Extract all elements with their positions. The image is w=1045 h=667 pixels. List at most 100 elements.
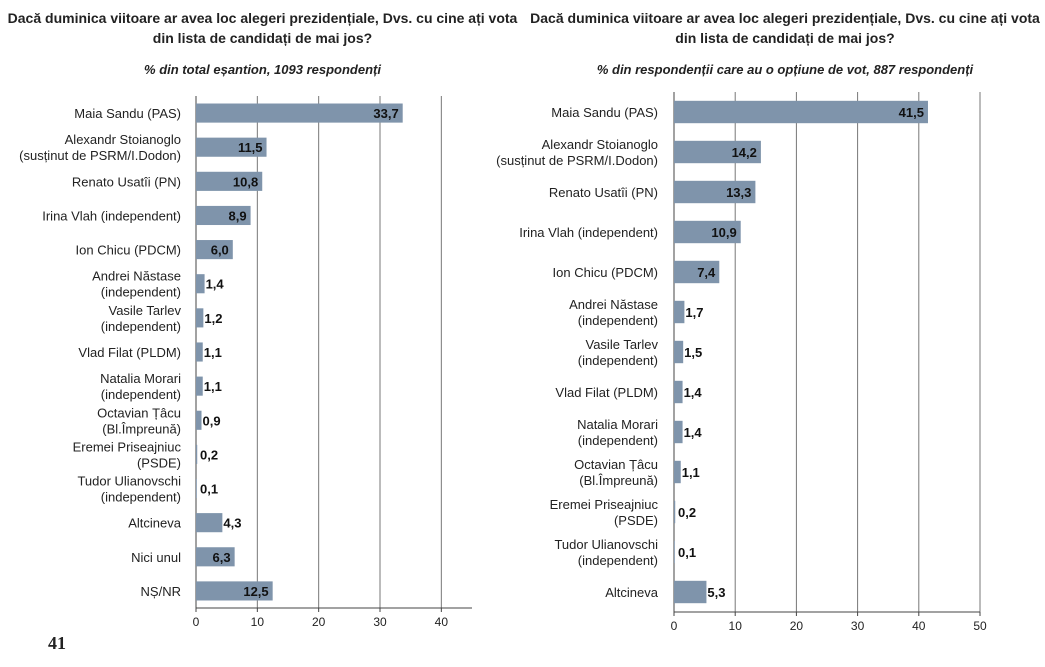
bar-chart-total-sample: 0 10 20 30 40 33,7 Maia Sandu (PAS) 11,5 Alexand…	[19, 96, 472, 629]
category-label: Eremei Priseajniuc	[73, 439, 182, 454]
bar	[674, 340, 684, 364]
category-label: NȘ/NR	[141, 584, 181, 599]
bar	[674, 500, 676, 524]
category-label: Tudor Ulianovschi	[77, 474, 181, 489]
data-label: 1,2	[204, 311, 222, 326]
data-label: 6,0	[211, 243, 229, 258]
data-label: 0,1	[678, 545, 696, 560]
chart-subtitle: % din total eșantion, 1093 respondenți	[144, 62, 381, 77]
data-label: 1,1	[204, 345, 222, 360]
bar	[674, 100, 928, 124]
chart-title-line-2: din lista de candidați de mai jos?	[675, 30, 895, 46]
category-label: Nici unul	[131, 550, 181, 565]
data-label: 5,3	[707, 585, 725, 600]
data-label: 1,1	[204, 379, 222, 394]
chart-title: Dacă duminica viitoare ar avea loc alege…	[525, 8, 1045, 48]
bar	[674, 380, 683, 404]
data-label: 10,9	[711, 225, 736, 240]
bar	[196, 513, 223, 533]
bar	[196, 342, 203, 362]
bar	[674, 540, 675, 564]
bar	[674, 460, 681, 484]
data-label: 11,5	[238, 140, 263, 155]
chart-title-line-1: Dacă duminica viitoare ar avea loc alege…	[530, 10, 1040, 26]
data-label: 7,4	[697, 265, 716, 280]
category-label: Natalia Morari	[100, 371, 181, 386]
category-label: Irina Vlah (independent)	[42, 208, 181, 223]
chart-title-line-1: Dacă duminica viitoare ar avea loc alege…	[7, 10, 518, 26]
category-label: (susținut de PSRM/I.Dodon)	[496, 153, 658, 168]
data-label: 0,1	[200, 482, 218, 497]
category-label: (independent)	[578, 553, 658, 568]
data-label: 1,5	[684, 345, 702, 360]
data-label: 13,3	[726, 185, 751, 200]
bar	[196, 103, 403, 123]
data-label: 8,9	[229, 208, 247, 223]
category-label: Maia Sandu (PAS)	[74, 106, 181, 121]
bar	[196, 308, 204, 328]
data-label: 41,5	[899, 105, 924, 120]
data-label: 1,4	[206, 277, 225, 292]
bar	[674, 180, 756, 204]
bar	[196, 547, 235, 567]
data-label: 14,2	[732, 145, 757, 160]
category-label: Alexandr Stoianoglo	[542, 137, 658, 152]
x-tick-label: 40	[912, 619, 926, 633]
category-label: (independent)	[101, 319, 181, 334]
category-label: Maia Sandu (PAS)	[551, 105, 658, 120]
bar-chart-voters-with-option: 0 10 20 30 40 50 41,5 Maia Sandu (PAS) 14,2 Alexa…	[496, 92, 987, 633]
bar	[674, 580, 707, 604]
data-label: 1,4	[684, 385, 703, 400]
category-label: Ion Chicu (PDCM)	[76, 243, 181, 258]
data-label: 1,4	[684, 425, 703, 440]
x-tick-label: 10	[729, 619, 743, 633]
category-label: (PSDE)	[614, 513, 658, 528]
category-label: Vasile Tarlev	[586, 337, 659, 352]
data-label: 1,7	[685, 305, 703, 320]
bar	[196, 274, 205, 294]
x-tick-label: 0	[671, 619, 678, 633]
category-label: Alexandr Stoianoglo	[65, 132, 181, 147]
category-label: Natalia Morari	[577, 417, 658, 432]
category-label: Ion Chicu (PDCM)	[553, 265, 658, 280]
bar	[196, 205, 251, 226]
data-label: 0,9	[203, 413, 221, 428]
category-label: (independent)	[101, 285, 181, 300]
data-label: 12,5	[243, 584, 268, 599]
chart-subtitle: % din respondenții care au o opțiune de …	[596, 62, 974, 77]
bar	[196, 581, 273, 601]
bar	[674, 140, 761, 164]
chart-panel-left: Dacă duminica viitoare ar avea loc alege…	[0, 0, 525, 640]
x-tick-label: 10	[251, 615, 265, 629]
category-label: Octavian Țâcu	[97, 405, 181, 420]
chart-title-line-2: din lista de candidați de mai jos?	[152, 30, 373, 46]
category-label: Altcineva	[605, 585, 659, 600]
data-label: 33,7	[373, 106, 398, 121]
category-label: (independent)	[578, 353, 658, 368]
bar	[674, 220, 741, 244]
category-label: (independent)	[101, 490, 181, 505]
x-tick-label: 30	[851, 619, 865, 633]
bar	[196, 478, 197, 499]
category-label: Vlad Filat (PLDM)	[555, 385, 658, 400]
category-label: Andrei Năstase	[569, 297, 658, 312]
category-label: Vasile Tarlev	[109, 303, 182, 318]
data-label: 0,2	[200, 447, 218, 462]
x-tick-label: 50	[973, 619, 987, 633]
bar	[674, 300, 685, 324]
x-tick-label: 30	[373, 615, 387, 629]
bar	[196, 376, 203, 396]
category-label: (Bl.Împreună)	[102, 421, 181, 436]
bar	[196, 240, 233, 260]
category-label: (independent)	[578, 313, 658, 328]
category-label: (independent)	[578, 433, 658, 448]
data-label: 6,3	[213, 550, 231, 565]
category-label: Andrei Năstase	[92, 269, 181, 284]
category-label: Eremei Priseajniuc	[550, 497, 659, 512]
data-label: 4,3	[223, 516, 241, 531]
category-label: Vlad Filat (PLDM)	[78, 345, 181, 360]
x-tick-label: 40	[435, 615, 449, 629]
bar	[674, 260, 720, 284]
category-label: Renato Usatîi (PN)	[72, 174, 181, 189]
x-tick-label: 20	[312, 615, 326, 629]
